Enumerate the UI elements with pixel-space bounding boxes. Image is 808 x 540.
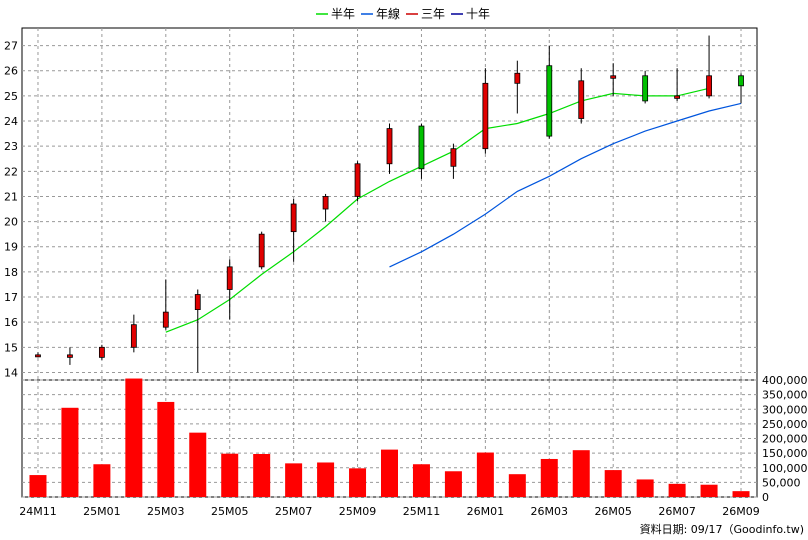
- x-tick-label: 24M11: [19, 505, 57, 518]
- volume-bar: [317, 462, 335, 497]
- volume-bar: [157, 401, 175, 497]
- volume-bar: [476, 452, 494, 497]
- candle-body: [514, 72, 521, 84]
- volume-bar: [29, 475, 47, 497]
- price-y-tick-label: 21: [4, 190, 18, 203]
- volume-y-tick-label: 0: [762, 491, 769, 504]
- candle-body: [290, 203, 297, 233]
- volume-bar: [412, 464, 430, 497]
- volume-bar: [732, 491, 750, 497]
- price-y-tick-label: 20: [4, 216, 18, 229]
- volume-bar: [221, 453, 239, 497]
- price-plot-area: [21, 27, 758, 381]
- legend-label-年線: 年線: [376, 6, 400, 21]
- volume-bar: [636, 479, 654, 497]
- volume-y-tick-label: 100,000: [762, 462, 808, 475]
- volume-y-tick-label: 400,000: [762, 374, 808, 387]
- volume-bar: [93, 464, 111, 497]
- price-y-tick-label: 27: [4, 40, 18, 53]
- price-y-tick-label: 19: [4, 241, 18, 254]
- price-y-tick-label: 22: [4, 165, 18, 178]
- price-y-tick-label: 17: [4, 291, 18, 304]
- legend-label-十年: 十年: [466, 7, 490, 21]
- candle-body: [226, 266, 233, 290]
- candle-body: [642, 75, 649, 102]
- volume-bar: [61, 407, 79, 497]
- candle-body: [194, 294, 201, 310]
- candle-body: [98, 346, 105, 358]
- price-y-tick-label: 16: [4, 316, 18, 329]
- volume-y-tick-label: 250,000: [762, 418, 808, 431]
- price-y-tick-label: 18: [4, 266, 18, 279]
- x-tick-label: 25M11: [403, 505, 441, 518]
- volume-bar: [285, 463, 303, 497]
- x-tick-label: 25M09: [339, 505, 377, 518]
- candle-body: [610, 75, 617, 79]
- volume-bar: [444, 471, 462, 497]
- candle-body: [738, 75, 744, 87]
- volume-bar: [604, 470, 622, 497]
- candle-body: [578, 80, 585, 119]
- price-y-tick-label: 24: [4, 115, 18, 128]
- x-tick-label: 26M07: [658, 505, 696, 518]
- credit-text: 資料日期: 09/17（Goodinfo.tw): [640, 522, 804, 536]
- volume-bar: [125, 378, 143, 497]
- volume-bar: [381, 449, 398, 497]
- x-tick-label: 25M01: [83, 505, 121, 518]
- candle-body: [546, 65, 553, 137]
- legend: 半年 年線 三年 十年: [316, 6, 490, 21]
- x-tick-label: 26M05: [594, 505, 632, 518]
- candle-body: [706, 75, 712, 97]
- price-y-tick-label: 23: [4, 140, 18, 153]
- x-tick-label: 26M03: [531, 505, 569, 518]
- volume-bar: [540, 458, 558, 497]
- x-tick-label: 25M03: [147, 505, 185, 518]
- candle-body: [35, 354, 41, 358]
- volume-y-tick-label: 200,000: [762, 433, 808, 446]
- price-panel: 14 15 16 17 18 19 20 21 22 23 24 25 26 27: [4, 27, 758, 381]
- legend-label-三年: 三年: [421, 7, 445, 21]
- candle-body: [386, 128, 393, 165]
- volume-y-tick-label: 150,000: [762, 447, 808, 460]
- legend-label-半年: 半年: [331, 7, 355, 21]
- ma-line-半年: [165, 87, 710, 333]
- volume-bar: [253, 454, 271, 497]
- candle-body: [418, 125, 425, 170]
- volume-bar: [508, 474, 526, 497]
- candle-body: [67, 354, 73, 358]
- price-y-tick-label: 26: [4, 65, 18, 78]
- volume-bar: [700, 484, 718, 497]
- x-tick-label: 25M07: [275, 505, 313, 518]
- price-y-tick-label: 25: [4, 90, 18, 103]
- candle-body: [482, 82, 489, 150]
- x-tick-label: 26M09: [722, 505, 760, 518]
- candle-body: [322, 196, 329, 210]
- candle-body: [258, 233, 265, 268]
- candle-body: [162, 311, 169, 328]
- price-y-tick-label: 14: [4, 366, 18, 379]
- volume-y-tick-label: 350,000: [762, 389, 808, 402]
- candle-body: [130, 324, 137, 348]
- volume-bar: [189, 432, 207, 497]
- x-tick-label: 25M05: [211, 505, 249, 518]
- price-y-tick-label: 15: [4, 341, 18, 354]
- volume-y-tick-label: 50,000: [762, 476, 801, 489]
- volume-bar: [668, 483, 686, 497]
- candle-body: [450, 148, 457, 167]
- volume-bar: [572, 450, 590, 497]
- x-tick-label: 26M01: [467, 505, 505, 518]
- volume-bar: [349, 468, 367, 497]
- volume-y-tick-label: 300,000: [762, 403, 808, 416]
- candle-body: [354, 163, 361, 197]
- ma-line-年線: [389, 102, 742, 268]
- candle-body: [674, 95, 681, 99]
